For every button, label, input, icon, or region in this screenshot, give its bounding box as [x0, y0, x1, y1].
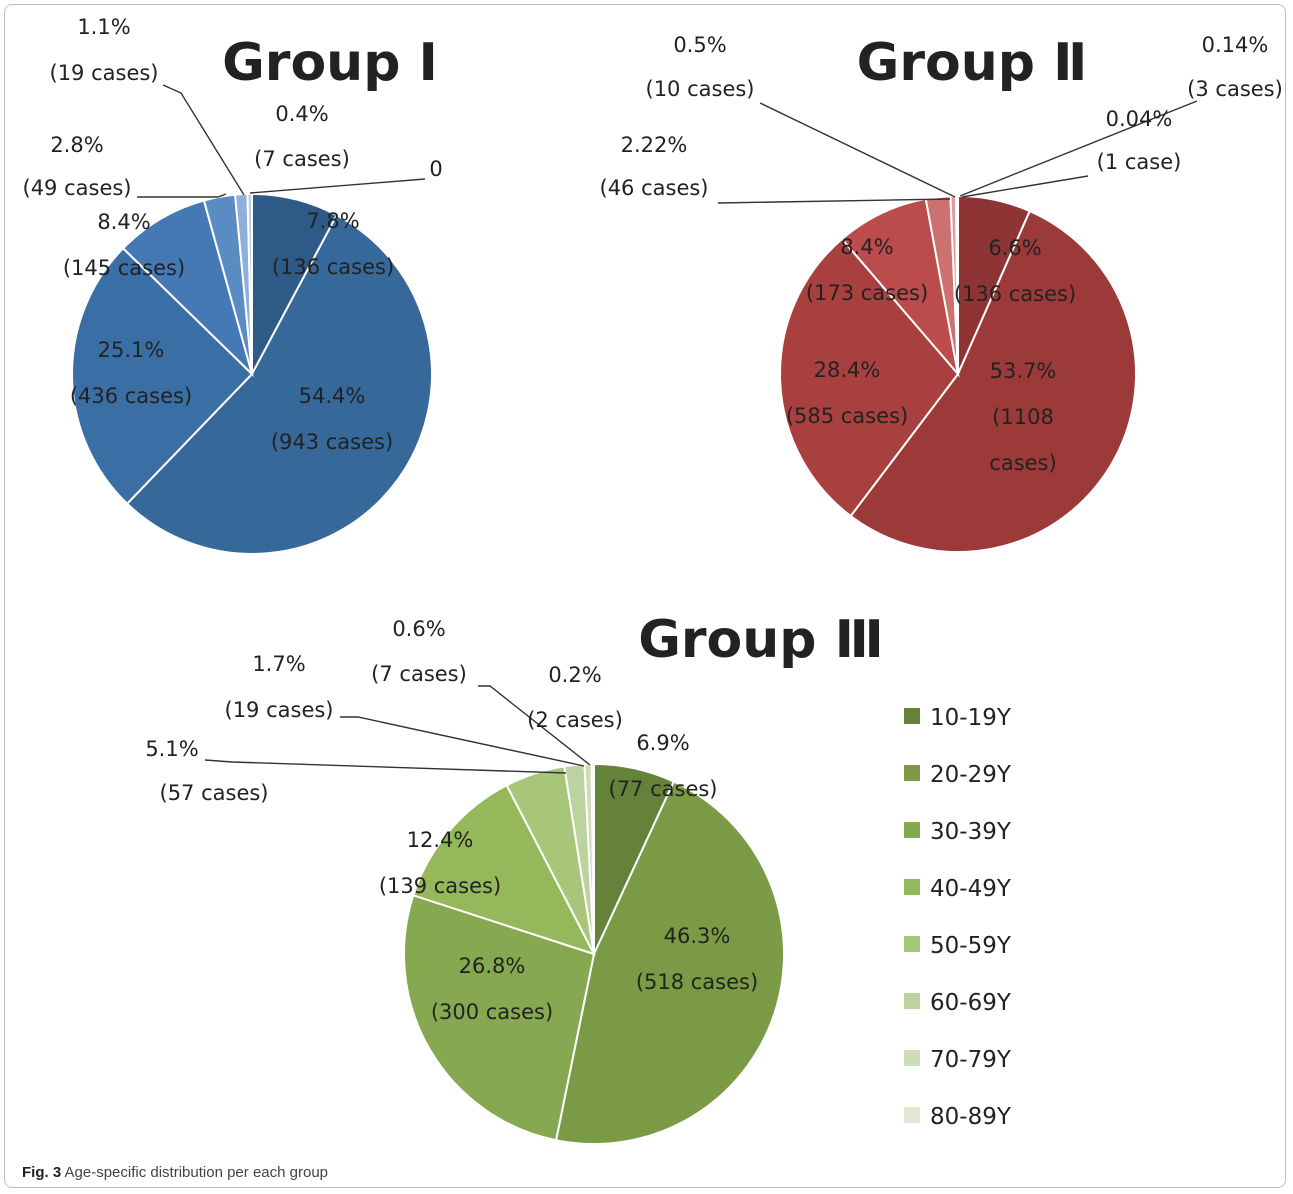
legend-swatch [904, 708, 920, 724]
slice-label-pct: 2.22% [621, 133, 688, 157]
pie-slice-20-29Y [849, 209, 1137, 553]
slice-label-pct: 6.9% [636, 731, 689, 755]
slice-label-pct: 25.1% [98, 338, 165, 362]
slice-label-cases: (49 cases) [23, 176, 132, 200]
legend-swatch [904, 936, 920, 952]
pie-slice-20-29Y [125, 213, 433, 555]
chart-title: Group Ⅰ [222, 33, 438, 93]
leader-line [340, 716, 585, 767]
legend-label: 60-69Y [930, 990, 1012, 1016]
slice-label-pct: 8.4% [97, 210, 150, 234]
legend-label: 10-19Y [930, 705, 1012, 731]
legend-label: 20-29Y [930, 762, 1012, 788]
slice-label-cases: (518 cases) [636, 970, 758, 994]
legend-label: 40-49Y [930, 876, 1012, 902]
slice-label-pct: 0.14% [1202, 33, 1269, 57]
slice-label-cases: (136 cases) [954, 282, 1076, 306]
slice-label-pct: 5.1% [145, 737, 198, 761]
slice-label-cases: (19 cases) [225, 698, 334, 722]
slice-label-cases: (19 cases) [50, 61, 159, 85]
figure-caption: Fig. 3 Age-specific distribution per eac… [22, 1164, 328, 1181]
slice-label-pct: 0.6% [392, 617, 445, 641]
figure-frame [4, 4, 1286, 1188]
slice-label-pct: 0.4% [275, 102, 328, 126]
chart-title: Group Ⅱ [857, 33, 1088, 93]
slice-label-pct: 6.6% [988, 236, 1041, 260]
leader-line [478, 685, 591, 766]
legend-swatch [904, 1107, 920, 1123]
pie-group-2: Group Ⅱ 6.6% (136 cases) 53.7% (1108 cases) 28… [600, 33, 1283, 553]
slice-label-cases: (145 cases) [63, 256, 185, 280]
leader-line [249, 178, 426, 194]
leader-line [162, 84, 245, 196]
slice-label-pct: 2.8% [50, 133, 103, 157]
leader-line [959, 100, 1198, 197]
slice-label-pct: 8.4% [840, 235, 893, 259]
pie-slice-40-49Y [121, 199, 254, 378]
pie-slice-30-39Y [403, 894, 596, 1142]
slice-label-pct: 0.2% [548, 663, 601, 687]
slice-label-cases: (300 cases) [431, 1000, 553, 1024]
legend-label: 50-59Y [930, 933, 1012, 959]
legend-swatch [904, 1050, 920, 1066]
pie-slice-30-39Y [779, 237, 960, 518]
pie-slice-70-79Y [246, 192, 253, 375]
leader-line [759, 102, 956, 198]
leader-line [961, 175, 1089, 198]
slice-label-pct: 0.04% [1106, 107, 1173, 131]
leader-line [137, 193, 227, 198]
slice-label-pct: 46.3% [664, 924, 731, 948]
slice-label-cases: (139 cases) [379, 874, 501, 898]
pie-slice-40-49Y [412, 783, 597, 956]
slice-label-pct: 28.4% [814, 358, 881, 382]
leader-line [717, 198, 951, 204]
slice-label-pct: 53.7% [990, 359, 1057, 383]
slice-label-cases: (46 cases) [600, 176, 709, 200]
slice-label-cases: (585 cases) [786, 404, 908, 428]
pie-slice-20-29Y [554, 780, 785, 1145]
legend-swatch [904, 822, 920, 838]
slice-label-pct: 7.8% [306, 209, 359, 233]
slice-label-cases: cases) [989, 451, 1056, 475]
pie-group-1: Group Ⅰ 7.8% (136 cases) 54.4% (943 cases) 25… [23, 15, 443, 555]
slice-label-cases: (57 cases) [160, 781, 269, 805]
legend-label: 30-39Y [930, 819, 1012, 845]
legend-label: 80-89Y [930, 1104, 1012, 1130]
slice-label-pct: 54.4% [299, 384, 366, 408]
legend: 10-19Y 20-29Y 30-39Y 40-49Y 50-59Y 60-69Y 70-7… [904, 705, 1012, 1130]
pie-slice-80-89Y [590, 762, 595, 955]
slice-label-cases: (2 cases) [527, 708, 623, 732]
slice-label-pct: 1.1% [77, 15, 130, 39]
pie-slice-30-39Y [71, 246, 254, 506]
slice-label-pct: 12.4% [407, 828, 474, 852]
pie-group-3: Group Ⅲ 6.9% (77 cases) 46.3% (518 cases) 26.… [145, 610, 884, 1145]
legend-swatch [904, 993, 920, 1009]
caption-label: Fig. 3 [22, 1164, 62, 1181]
slice-label-cases: (7 cases) [371, 662, 467, 686]
slice-label-pct: 26.8% [459, 954, 526, 978]
legend-swatch [904, 765, 920, 781]
slice-label-cases: (943 cases) [271, 430, 393, 454]
slice-label-cases: (77 cases) [609, 777, 718, 801]
slice-label-pct: 1.7% [252, 652, 305, 676]
leader-line [204, 759, 567, 774]
slice-label-pct: 0.5% [673, 33, 726, 57]
slice-label-cases: (3 cases) [1187, 77, 1283, 101]
slice-label-pct: 0 [429, 157, 442, 181]
slice-label-cases: (436 cases) [70, 384, 192, 408]
slice-label-cases: (7 cases) [254, 147, 350, 171]
slice-label-cases: (1 case) [1097, 150, 1182, 174]
legend-label: 70-79Y [930, 1047, 1012, 1073]
slice-label-cases: (173 cases) [806, 281, 928, 305]
slice-label-cases: (1108 [992, 405, 1054, 429]
caption-text: Age-specific distribution per each group [64, 1164, 328, 1181]
legend-swatch [904, 879, 920, 895]
slice-label-cases: (10 cases) [646, 77, 755, 101]
slice-label-cases: (136 cases) [272, 255, 394, 279]
chart-title: Group Ⅲ [638, 610, 884, 670]
